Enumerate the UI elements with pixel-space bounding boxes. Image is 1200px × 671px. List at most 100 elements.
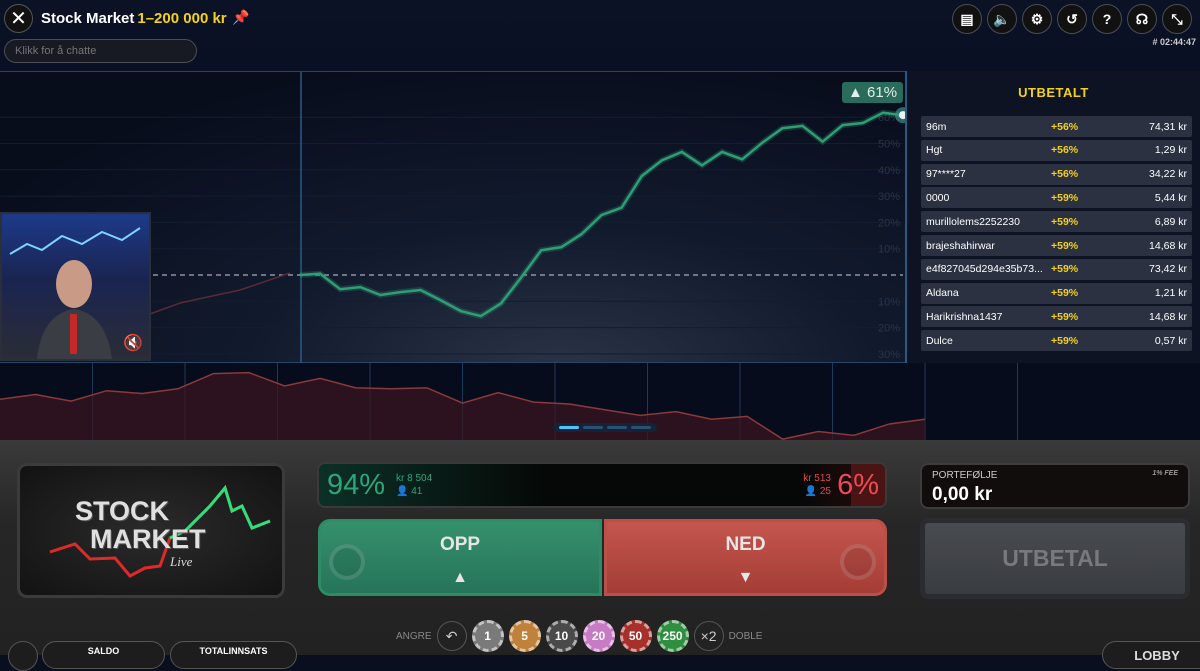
payout-row: 97****27 +56% 34,22 kr [921, 163, 1192, 185]
dealer-video[interactable]: 🔇 [0, 212, 151, 361]
total-bet-label: TOTALINNSATS [199, 646, 268, 656]
balance-box: SALDO [42, 641, 165, 669]
payout-amount: 0,57 kr [1154, 334, 1187, 347]
fee-label: 1% FEE [1152, 470, 1178, 477]
price-point [781, 127, 784, 130]
down-players: 25 [819, 486, 831, 497]
player-name: murillolems2252230 [926, 215, 1020, 228]
chat-input[interactable] [4, 39, 197, 63]
payout-row: Aldana +59% 1,21 kr [921, 282, 1192, 304]
down-stats: kr 513 👤 25 [803, 472, 831, 498]
price-point [801, 124, 804, 128]
price-chart-svg: 60%50%40%30%20%10%10%20%30% [0, 72, 905, 364]
toolbar-icons: ▤ 🔈 ⚙ ↺ ? ☊ ⤡ [952, 4, 1192, 34]
chip-1[interactable]: 1 [471, 620, 504, 652]
logo-text: Live [170, 554, 193, 569]
price-point [580, 233, 583, 236]
close-button[interactable]: ✕ [4, 4, 33, 33]
payout-percent: +56% [1051, 120, 1079, 133]
player-name: brajeshahirwar [926, 239, 995, 252]
payout-amount: 1,21 kr [1154, 287, 1187, 300]
chip-20[interactable]: 20 [582, 620, 615, 652]
price-point [861, 121, 864, 125]
players-icon: 👤 [804, 486, 818, 497]
price-point [479, 314, 483, 318]
support-headset-icon[interactable]: ☊ [1127, 4, 1157, 34]
price-point [399, 290, 402, 294]
payout-amount: 14,68 kr [1149, 239, 1187, 252]
mute-icon[interactable]: 🔇 [123, 335, 143, 352]
payout-row: 0000 +59% 5,44 kr [921, 187, 1192, 209]
bet-down-label: NED [725, 534, 766, 555]
double-button[interactable]: ×2 [693, 621, 724, 651]
price-point [881, 111, 885, 114]
players-icon: 👤 [396, 486, 409, 497]
volume-icon[interactable]: 🔈 [987, 4, 1017, 34]
cashout-button[interactable]: UTBETAL [920, 518, 1190, 599]
round-id: # 02:44:47 [1152, 37, 1196, 47]
payout-amount: 6,89 kr [1154, 215, 1187, 228]
change-badge-value: 61% [867, 84, 898, 101]
up-amount: kr 8 504 [396, 473, 433, 484]
close-icon: ✕ [10, 8, 27, 30]
y-tick-label: 10% [878, 244, 900, 256]
bet-down-button[interactable]: NED ▼ [604, 519, 887, 596]
chip-50[interactable]: 50 [619, 620, 652, 652]
payout-row: Dulce +59% 0,57 kr [921, 330, 1192, 352]
price-point [620, 206, 623, 209]
price-point [560, 245, 563, 249]
change-badge: ▲ 61% [842, 82, 904, 103]
pin-icon[interactable]: 📌 [232, 9, 250, 25]
game-title: Stock Market 1–200 000 kr [41, 10, 227, 27]
price-point [419, 288, 422, 292]
payout-amount: 73,42 kr [1149, 263, 1187, 276]
page-dot[interactable] [583, 426, 603, 429]
undo-button[interactable]: ↶ [436, 621, 467, 651]
portfolio-label: PORTEFØLJE [932, 470, 998, 481]
bet-up-label: OPP [439, 534, 481, 555]
overview-area [0, 372, 925, 440]
gear-icon[interactable]: ⚙ [1022, 4, 1052, 34]
player-name: Hgt [926, 144, 943, 157]
logo-graphic [49, 484, 271, 578]
page-indicator[interactable] [553, 423, 657, 432]
payout-amount: 5,44 kr [1154, 191, 1187, 204]
sentiment-bar: 94% kr 8 504 👤 41 kr 513 👤 25 6% [317, 462, 887, 508]
chip-250[interactable]: 250 [656, 620, 689, 652]
bet-range: 1–200 000 kr [137, 10, 227, 27]
y-tick-label: 20% [878, 323, 900, 335]
payout-amount: 1,29 kr [1154, 144, 1187, 157]
history-icon[interactable]: ↺ [1057, 4, 1087, 34]
player-name: 96m [926, 120, 947, 133]
y-tick-label: 40% [878, 165, 900, 177]
price-point [499, 302, 503, 305]
payout-percent: +59% [1051, 191, 1079, 204]
price-point [519, 276, 523, 279]
page-dot[interactable] [607, 426, 627, 429]
chat-icon[interactable]: ▤ [952, 4, 982, 34]
page-dot[interactable] [631, 426, 651, 429]
chip-selector: ANGRE ↶ 1 5 10 20 50 250 ×2 DOBLE [396, 620, 762, 652]
up-percentage: 94% [327, 469, 386, 501]
payout-row: murillolems2252230 +59% 6,89 kr [921, 211, 1192, 233]
chip-5[interactable]: 5 [508, 620, 541, 652]
y-tick-label: 50% [878, 139, 900, 151]
chat-toggle-button[interactable] [8, 641, 38, 671]
minimize-icon[interactable]: ⤡ [1162, 4, 1192, 34]
bet-up-button[interactable]: OPP ▲ [318, 519, 602, 596]
payout-percent: +59% [1051, 239, 1079, 252]
portfolio-box: PORTEFØLJE 1% FEE 0,00 kr [920, 463, 1190, 509]
payout-percent: +59% [1051, 310, 1079, 323]
payout-percent: +59% [1051, 215, 1079, 228]
help-icon[interactable]: ? [1092, 4, 1122, 34]
player-name: 0000 [926, 191, 950, 204]
price-point [700, 164, 704, 167]
lobby-button[interactable]: LOBBY [1102, 641, 1200, 669]
price-point [640, 174, 643, 178]
arrow-down-icon: ▼ [737, 569, 754, 586]
page-dot[interactable] [559, 426, 579, 429]
price-point [680, 150, 684, 154]
down-amount: kr 513 [803, 473, 831, 484]
chip-10[interactable]: 10 [545, 620, 578, 652]
down-share-fill [851, 464, 885, 506]
